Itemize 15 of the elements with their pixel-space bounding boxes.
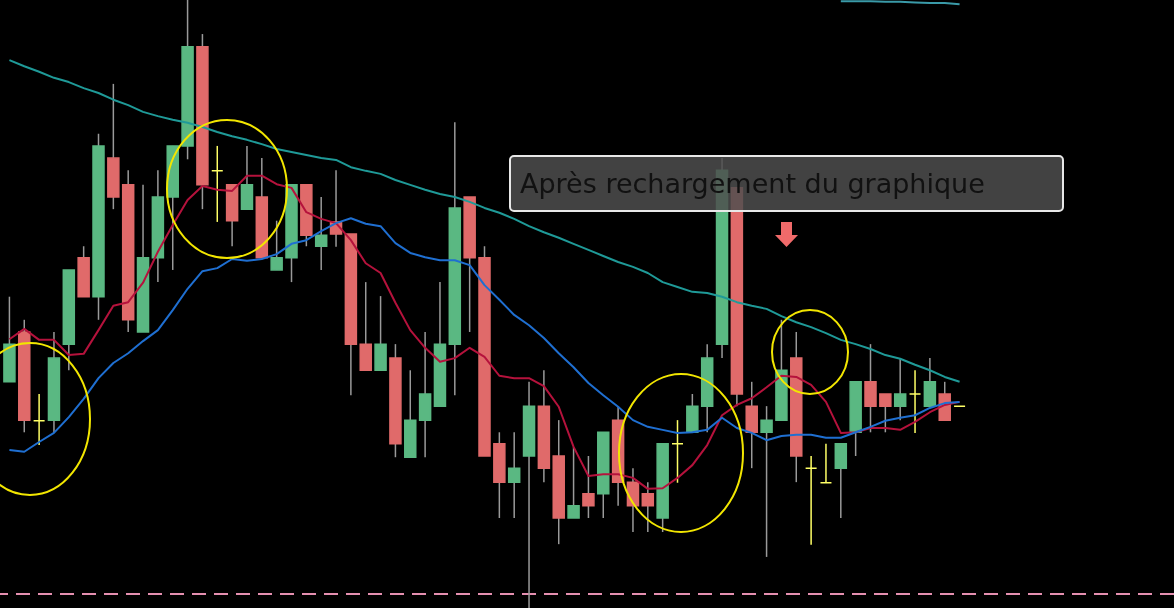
candlestick: [507, 431, 521, 519]
candlestick: [641, 481, 655, 533]
candlestick: [211, 145, 224, 223]
candlestick: [270, 219, 283, 271]
candlestick: [582, 455, 595, 519]
candlestick: [32, 393, 46, 446]
candlestick: [819, 443, 833, 484]
candlestick: [908, 369, 922, 434]
candlestick: [671, 419, 684, 484]
candlestick: [760, 405, 773, 558]
candlestick: [893, 357, 907, 421]
candlestick: [804, 455, 818, 546]
candlestick: [567, 446, 580, 519]
candlestick: [879, 393, 892, 434]
candlestick: [314, 196, 328, 271]
